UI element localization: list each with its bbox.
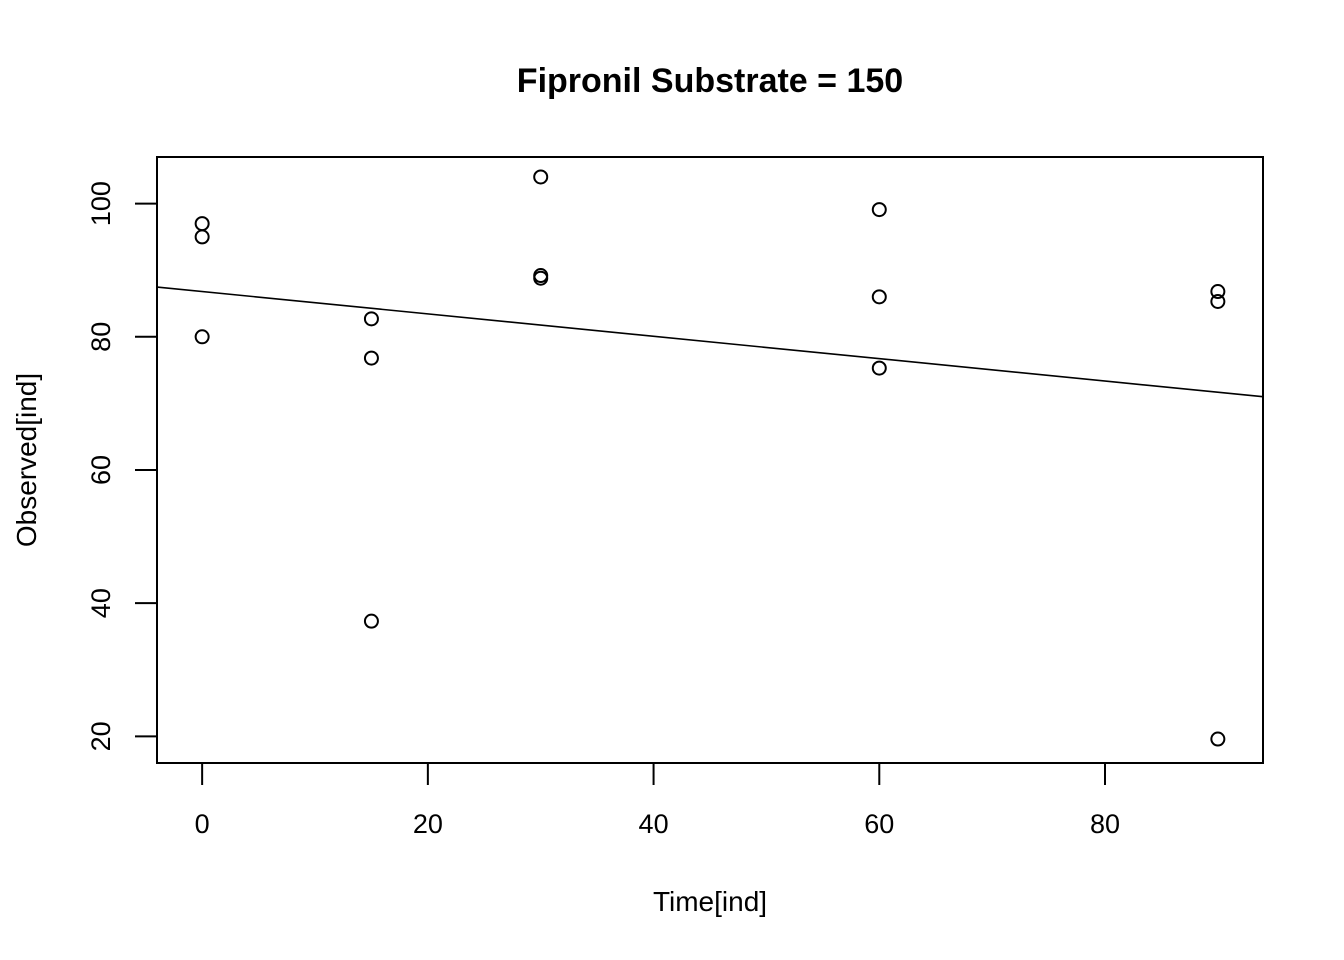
data-point [363, 311, 379, 327]
x-axis: 0 20 40 60 80 [195, 762, 1120, 839]
data-point [871, 360, 887, 376]
data-point [533, 270, 549, 286]
x-tick-label: 80 [1090, 809, 1120, 839]
data-point [1210, 731, 1226, 747]
x-axis-label: Time[ind] [653, 886, 767, 917]
x-tick-label: 0 [195, 809, 210, 839]
x-tick-label: 60 [864, 809, 894, 839]
data-point [533, 169, 549, 185]
y-axis: 20 40 60 80 100 [86, 181, 158, 751]
y-tick-label: 20 [86, 721, 116, 751]
chart-title: Fipronil Substrate = 150 [517, 62, 903, 100]
x-tick-label: 20 [413, 809, 443, 839]
y-axis-label: Observed[ind] [11, 373, 42, 547]
data-point [871, 202, 887, 218]
plot-area [156, 169, 1264, 747]
data-point [871, 289, 887, 305]
x-tick-label: 40 [639, 809, 669, 839]
data-point [363, 350, 379, 366]
plot-frame [156, 156, 1264, 764]
data-point [194, 329, 210, 345]
data-point [363, 613, 379, 629]
data-point [194, 229, 210, 245]
y-tick-label: 60 [86, 455, 116, 485]
data-point [194, 216, 210, 232]
y-tick-label: 80 [86, 322, 116, 352]
y-tick-label: 40 [86, 588, 116, 618]
y-tick-label: 100 [86, 181, 116, 226]
regression-line [156, 286, 1264, 398]
data-point [1210, 294, 1226, 310]
data-point [1210, 284, 1226, 300]
